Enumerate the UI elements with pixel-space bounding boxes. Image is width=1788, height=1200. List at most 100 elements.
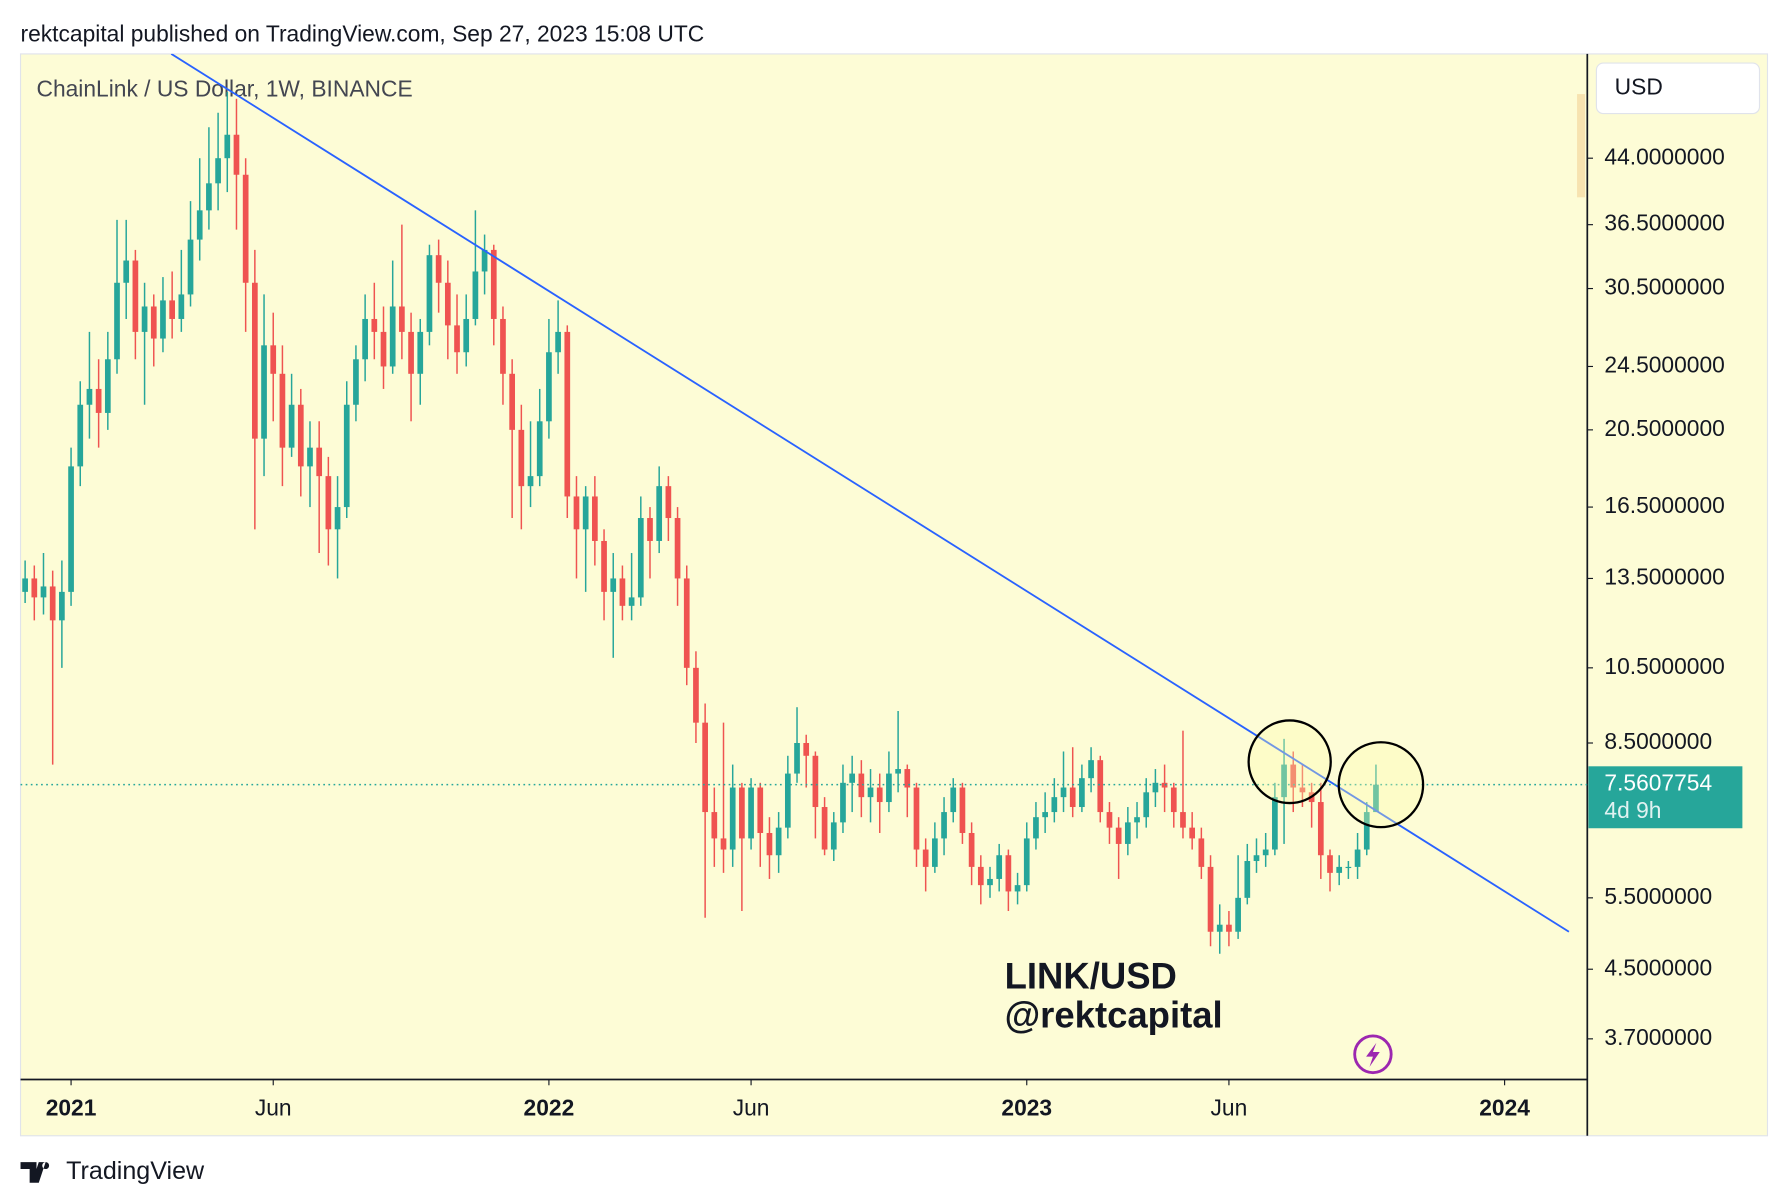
candle-body (178, 294, 185, 319)
candle-body (40, 586, 47, 598)
candle-body (123, 260, 130, 283)
candle-body (59, 591, 65, 621)
candle-body (1106, 812, 1113, 828)
candle-body (1042, 812, 1048, 818)
candle-body (803, 743, 810, 756)
candle-body (132, 260, 139, 332)
candle-body (821, 807, 828, 850)
candle-body (977, 866, 984, 886)
candle-body (325, 476, 332, 530)
chart-background (19, 53, 1769, 1137)
candle-body (417, 331, 424, 374)
y-tick-label: 4.5000000 (1604, 954, 1712, 980)
candle-body (720, 838, 727, 850)
candle-body (1051, 797, 1058, 813)
candle-body (270, 345, 277, 374)
candle-body (592, 496, 598, 541)
x-tick-label: Jun (1211, 1094, 1248, 1120)
candle-body (1253, 855, 1260, 862)
logo: TradingView (20, 1157, 205, 1185)
trendline (170, 53, 1570, 933)
candle-body (619, 578, 626, 606)
candle-body (711, 812, 718, 839)
currency-button[interactable] (1595, 62, 1761, 115)
highlight-circle (1247, 719, 1332, 805)
candle-body (380, 331, 387, 367)
candle-body (775, 827, 782, 856)
candle-body (573, 496, 580, 530)
candle-body (399, 306, 405, 332)
candle-body (1244, 861, 1251, 898)
candle-body (1216, 924, 1223, 932)
candle-body (490, 249, 497, 319)
candle-body (1272, 797, 1278, 850)
candle-body (1088, 760, 1094, 779)
x-tick-label: 2023 (1001, 1094, 1052, 1120)
chart-title: ChainLink / US Dollar, 1W, BINANCE (36, 76, 412, 102)
x-tick-label: 2024 (1479, 1094, 1530, 1120)
candle-body (215, 158, 221, 184)
candle-body (996, 855, 1003, 879)
candle-body (1354, 849, 1361, 867)
x-tick-label: Jun (255, 1094, 292, 1120)
candle-body (104, 359, 111, 413)
candle-body (1143, 792, 1150, 818)
candle-body (196, 210, 203, 240)
candle-body (1134, 817, 1140, 823)
candle-body (463, 318, 470, 353)
candle-body (454, 325, 460, 353)
candle-body (895, 769, 901, 774)
candle-body (77, 404, 84, 467)
candle-body (114, 282, 120, 360)
y-tick-label: 13.5000000 (1604, 563, 1724, 589)
candle-body (1345, 866, 1352, 869)
candle-body (49, 586, 56, 621)
candle-body (500, 318, 506, 374)
candle-body (316, 447, 323, 477)
candle-body (509, 373, 516, 430)
candle-body (389, 306, 396, 367)
candle-body (1290, 764, 1297, 788)
candle-body (150, 306, 157, 339)
candle-body (904, 769, 911, 788)
lightning-icon[interactable] (1353, 1034, 1393, 1075)
candle-body (1152, 782, 1159, 793)
candle-body (683, 578, 690, 668)
candle-body (702, 722, 708, 813)
currency-label: USD (1615, 73, 1663, 99)
lightning-icon-bolt (1366, 1042, 1380, 1067)
candle-body (812, 755, 819, 808)
y-tick-label: 20.5000000 (1604, 415, 1724, 441)
candle-body (913, 787, 920, 850)
candle-body (1373, 784, 1379, 813)
countdown-label: 4d 9h (1604, 797, 1661, 823)
last-price-label: 7.5607754 (1604, 770, 1712, 796)
candle-body (784, 773, 791, 828)
candle-body (564, 331, 571, 497)
candle-body (169, 300, 175, 319)
y-tick-label: 8.5000000 (1604, 728, 1712, 754)
candle-body (729, 787, 736, 850)
candle-body (968, 832, 975, 867)
candle-body (279, 373, 286, 448)
candle-body (187, 239, 194, 295)
y-tick-label: 36.5000000 (1604, 210, 1724, 236)
candle-body (1189, 827, 1196, 839)
candle-body (288, 404, 295, 448)
candle-body (876, 787, 883, 803)
candle-body (941, 812, 947, 839)
y-tick-label: 24.5000000 (1604, 351, 1724, 377)
candle-body (31, 578, 38, 598)
candle-body (1097, 760, 1104, 813)
y-tick-label: 44.0000000 (1604, 143, 1724, 169)
candle-body (261, 345, 267, 439)
candle-body (1060, 787, 1067, 798)
candle-body (22, 578, 28, 592)
x-tick-label: 2022 (524, 1094, 575, 1120)
candle-body (849, 773, 856, 783)
candle-body (371, 318, 378, 332)
candle-body (1124, 822, 1131, 844)
candle-body (297, 404, 304, 467)
candle-body (224, 134, 231, 159)
candle-body (840, 782, 846, 823)
